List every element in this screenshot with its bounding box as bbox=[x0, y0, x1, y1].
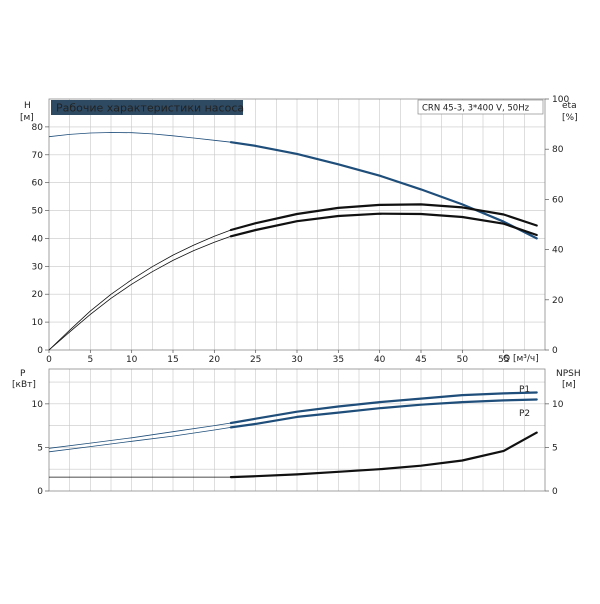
head-panel-ticks: 0 10 20 30 40 50 60 70 80 0 20 40 60 80 100 0 5 10 15 20 25 3… bbox=[32, 95, 570, 365]
right-tick-label: 100 bbox=[552, 95, 569, 105]
chart-title-box bbox=[51, 100, 243, 115]
right-tick-label: 60 bbox=[552, 195, 564, 205]
x-tick-label: 25 bbox=[250, 355, 261, 365]
power-panel-ticks: 0 5 10 0 5 10 bbox=[32, 400, 564, 497]
model-label: CRN 45-3, 3*400 V, 50Hz bbox=[422, 104, 530, 114]
head-axis-label: H bbox=[24, 101, 31, 111]
series-eta-inner-thin bbox=[48, 235, 232, 351]
x-tick-label: 55 bbox=[498, 355, 509, 365]
series-head-thick bbox=[229, 141, 538, 240]
series-head-thin bbox=[48, 132, 231, 143]
x-tick-label: 0 bbox=[46, 355, 52, 365]
x-tick-label: 15 bbox=[167, 355, 178, 365]
left-tick-label: 40 bbox=[32, 234, 44, 244]
left-tick-label: 20 bbox=[32, 290, 44, 300]
right-tick-label: 0 bbox=[552, 487, 558, 497]
power-panel-series bbox=[48, 391, 538, 479]
left-tick-label: 0 bbox=[37, 346, 43, 356]
left-tick-label: 30 bbox=[32, 262, 44, 272]
left-tick-label: 50 bbox=[32, 207, 44, 217]
x-tick-label: 40 bbox=[374, 355, 386, 365]
power-axis-unit: [кВт] bbox=[12, 380, 36, 390]
series-P2-thin bbox=[48, 427, 231, 453]
series-P1-thin bbox=[48, 422, 231, 449]
series-eta-outer-thin bbox=[48, 229, 232, 351]
eta-axis-label: eta bbox=[562, 101, 577, 111]
left-tick-label: 60 bbox=[32, 179, 44, 189]
left-tick-label: 10 bbox=[32, 400, 44, 410]
left-tick-label: 0 bbox=[37, 487, 43, 497]
x-tick-label: 30 bbox=[291, 355, 303, 365]
series-label-p2: P2 bbox=[519, 409, 530, 419]
series-P2-thick bbox=[229, 398, 538, 429]
x-tick-label: 35 bbox=[333, 355, 344, 365]
chart-title: Рабочие характеристики насоса bbox=[56, 102, 244, 115]
power-axis-label: P bbox=[20, 369, 26, 379]
series-npsh-thick bbox=[229, 431, 538, 479]
npsh-axis-label: NPSH bbox=[556, 369, 581, 379]
right-tick-label: 5 bbox=[552, 443, 558, 453]
right-tick-label: 10 bbox=[552, 400, 564, 410]
series-eta-outer-thick bbox=[229, 203, 538, 232]
series-label-p1: P1 bbox=[519, 385, 530, 395]
head-axis-unit: [м] bbox=[20, 113, 34, 123]
right-tick-label: 20 bbox=[552, 296, 564, 306]
series-P1-thick bbox=[229, 391, 538, 425]
flow-axis-label: Q [м³/ч] bbox=[503, 354, 539, 364]
npsh-axis-unit: [м] bbox=[562, 380, 576, 390]
x-tick-label: 20 bbox=[209, 355, 221, 365]
x-tick-label: 10 bbox=[126, 355, 138, 365]
x-tick-label: 50 bbox=[457, 355, 469, 365]
head-panel-series bbox=[48, 132, 538, 351]
eta-axis-unit: [%] bbox=[562, 113, 578, 123]
right-tick-label: 40 bbox=[552, 246, 564, 256]
power-panel-grid bbox=[49, 369, 545, 491]
left-tick-label: 80 bbox=[32, 123, 44, 133]
right-tick-label: 0 bbox=[552, 346, 558, 356]
left-tick-label: 10 bbox=[32, 318, 44, 328]
x-tick-label: 5 bbox=[87, 355, 93, 365]
model-label-box bbox=[417, 99, 544, 115]
right-tick-label: 80 bbox=[552, 145, 564, 155]
power-panel-frame bbox=[48, 368, 546, 492]
series-eta-inner-thick bbox=[229, 212, 538, 238]
head-panel-grid bbox=[49, 99, 545, 350]
left-tick-label: 5 bbox=[37, 443, 43, 453]
left-tick-label: 70 bbox=[32, 151, 44, 161]
x-tick-label: 45 bbox=[415, 355, 426, 365]
